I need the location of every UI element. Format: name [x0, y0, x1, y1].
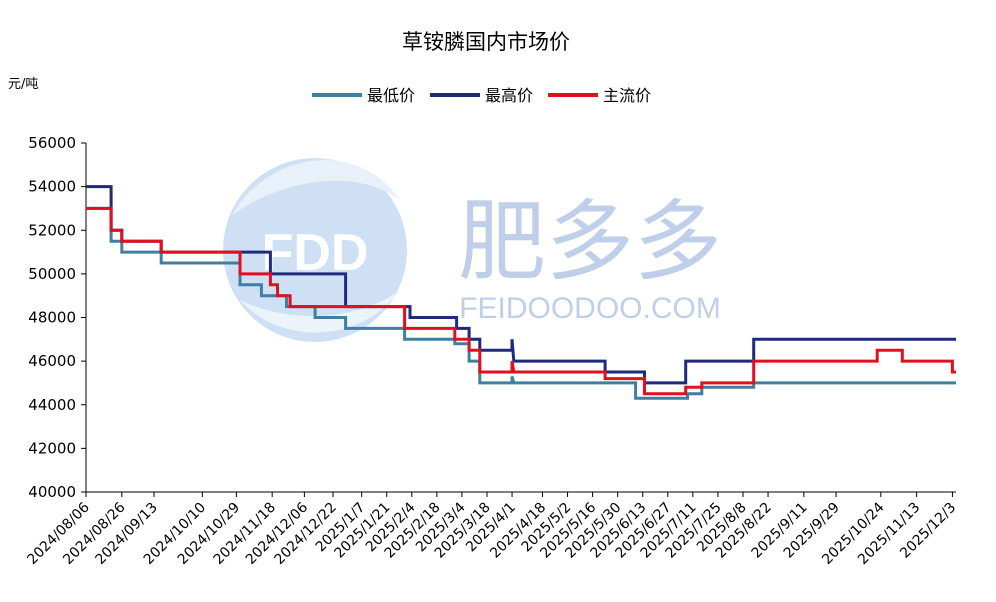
y-tick-label: 46000: [28, 352, 76, 370]
y-tick-label: 44000: [28, 396, 76, 414]
legend-item-high: 最高价: [430, 86, 533, 105]
legend-label-low: 最低价: [367, 86, 415, 105]
y-tick-label: 48000: [28, 309, 76, 327]
series-line-main: [86, 206, 956, 396]
watermark-brand-url: FEIDOODOO.COM: [459, 292, 721, 325]
legend: 最低价 最高价 主流价: [312, 86, 651, 105]
y-tick-label: 40000: [28, 483, 76, 501]
series-line-low: [86, 206, 956, 400]
y-tick-label: 54000: [28, 178, 76, 196]
y-tick-label: 50000: [28, 265, 76, 283]
y-axis: 40000 42000 44000 46000 48000 50000 52000 54000…: [28, 134, 87, 501]
watermark: FDD 肥多多 FEIDOODOO.COM: [223, 158, 722, 342]
watermark-brand-cn: 肥多多: [458, 190, 722, 293]
chart-title: 草铵膦国内市场价: [402, 30, 570, 54]
legend-label-main: 主流价: [603, 86, 651, 105]
y-axis-unit-label: 元/吨: [8, 77, 38, 92]
watermark-logo-text: FDD: [262, 224, 369, 282]
legend-label-high: 最高价: [485, 86, 533, 105]
y-tick-label: 52000: [28, 221, 76, 239]
x-axis: 2024/08/062024/08/262024/09/132024/10/10…: [24, 491, 959, 568]
legend-item-low: 最低价: [312, 86, 415, 105]
legend-item-main: 主流价: [548, 86, 651, 105]
y-tick-label: 42000: [28, 439, 76, 457]
series-layer: [86, 185, 956, 400]
y-tick-label: 56000: [28, 134, 76, 152]
